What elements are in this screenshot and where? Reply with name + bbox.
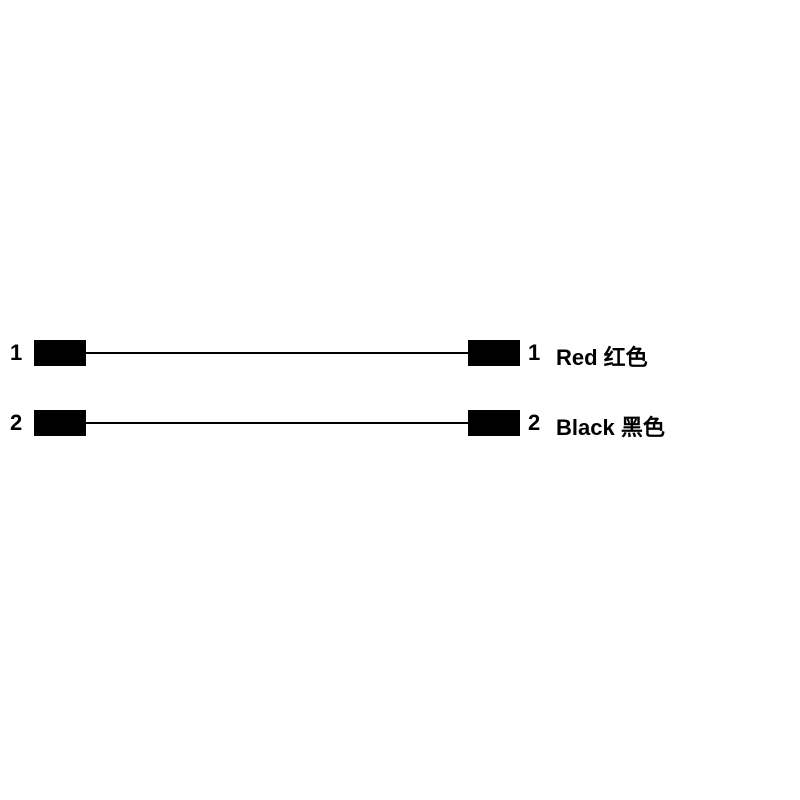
pin-label-left: 1: [10, 340, 22, 366]
pin-label-left: 2: [10, 410, 22, 436]
pin-label-right: 1: [528, 340, 540, 366]
terminal-left: [34, 340, 86, 366]
terminal-left: [34, 410, 86, 436]
wire-color-label: Black 黑色: [556, 410, 665, 442]
pin-label-right: 2: [528, 410, 540, 436]
wire-line: [86, 422, 468, 424]
wire-line: [86, 352, 468, 354]
wiring-diagram: 1 1 Red 红色 2 2 Black 黑色: [0, 0, 800, 800]
wire-color-label: Red 红色: [556, 340, 648, 372]
terminal-right: [468, 410, 520, 436]
wire-row: 1 1 Red 红色: [0, 340, 800, 370]
wire-row: 2 2 Black 黑色: [0, 410, 800, 440]
terminal-right: [468, 340, 520, 366]
